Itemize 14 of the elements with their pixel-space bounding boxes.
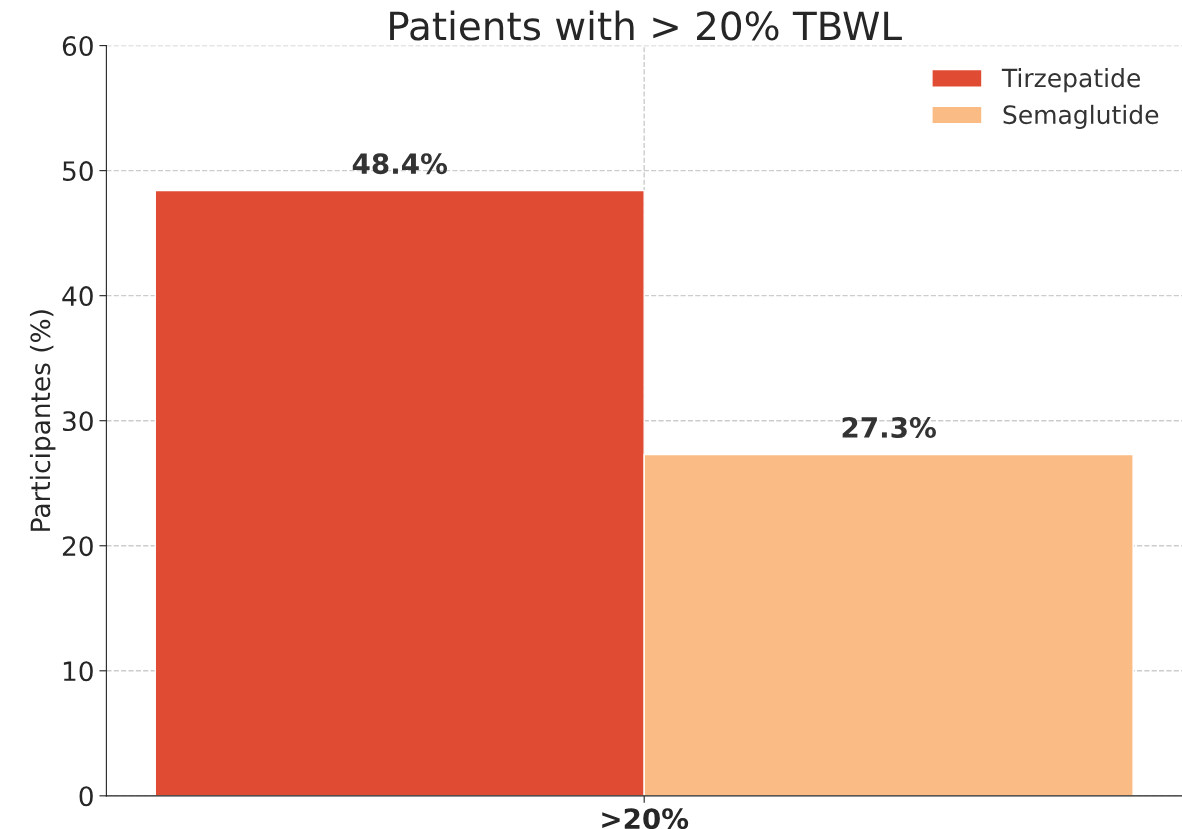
x-tick-label: >20% <box>602 808 689 829</box>
y-tick-label: 60 <box>62 36 93 56</box>
data-label: 48.4% <box>352 153 448 175</box>
legend-label: Semaglutide <box>1003 104 1159 129</box>
y-tick-label: 40 <box>62 286 93 307</box>
data-label: 27.3% <box>842 416 936 438</box>
y-axis-title: Participantes (%) <box>29 310 56 531</box>
legend-label: Tirzepatide <box>1001 68 1140 93</box>
chart-title: Patients with > 20% TBWL <box>390 10 902 41</box>
y-tick-label: 0 <box>79 786 93 807</box>
y-tick-label: 50 <box>63 161 93 182</box>
y-tick-label: 20 <box>62 536 93 557</box>
y-tick-label: 10 <box>63 661 93 682</box>
y-tick-label: 30 <box>63 411 93 432</box>
